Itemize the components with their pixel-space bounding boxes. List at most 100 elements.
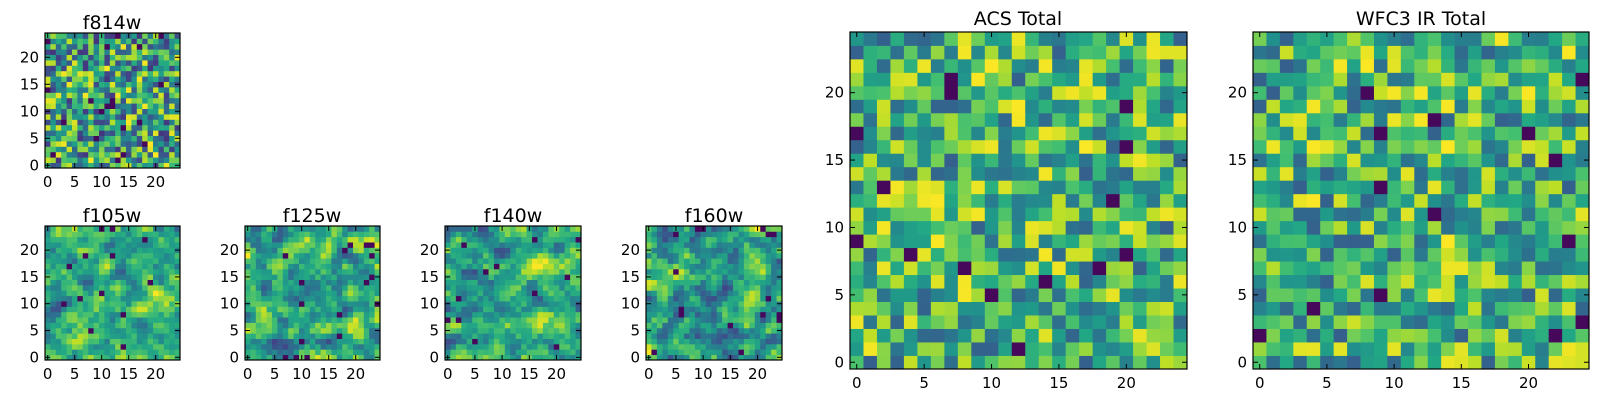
heatmap-cell <box>163 33 170 39</box>
heatmap-cell <box>315 226 321 232</box>
heatmap-cell <box>261 295 267 302</box>
heatmap-cell <box>72 60 78 66</box>
heatmap-cell <box>1160 301 1174 316</box>
heatmap-cell <box>738 290 745 297</box>
heatmap-cell <box>876 261 891 276</box>
heatmap-cell <box>1293 288 1308 302</box>
heatmap-cell <box>61 70 67 77</box>
heatmap-cell <box>526 268 533 275</box>
heatmap-cell <box>326 349 332 356</box>
heatmap-cell <box>61 311 67 318</box>
heatmap-cell <box>1333 32 1348 46</box>
heatmap-cell <box>45 333 51 339</box>
heatmap-cell <box>455 247 462 254</box>
heatmap-cell <box>499 231 506 238</box>
heatmap-cell <box>694 242 701 248</box>
heatmap-cell <box>1441 112 1455 127</box>
heatmap-cell <box>776 317 783 323</box>
heatmap-cell <box>499 258 506 264</box>
heatmap-cell <box>99 119 105 126</box>
heatmap-cell <box>548 349 555 356</box>
heatmap-cell <box>738 311 745 318</box>
heatmap-cell <box>1160 247 1174 262</box>
heatmap-cell <box>743 295 750 302</box>
heatmap-cell <box>1052 342 1067 356</box>
heatmap-cell <box>61 124 67 131</box>
heatmap-cell <box>1079 139 1094 154</box>
heatmap-cell <box>99 333 105 339</box>
heatmap-cell <box>1052 220 1067 235</box>
heatmap-cell <box>971 99 986 114</box>
heatmap-cell <box>564 327 571 334</box>
heatmap-cell <box>104 43 111 50</box>
heatmap-cell <box>342 284 348 291</box>
y-tick-label: 10 <box>420 295 439 313</box>
heatmap-cell <box>743 252 750 259</box>
heatmap-cell <box>930 247 945 262</box>
heatmap-cell <box>153 349 159 356</box>
heatmap-cell <box>353 301 359 307</box>
x-tick-label: 5 <box>671 365 681 383</box>
heatmap-cell <box>331 279 338 286</box>
heatmap-cell <box>1400 85 1415 100</box>
heatmap-cell <box>1320 274 1335 289</box>
heatmap-cell <box>136 263 143 270</box>
heatmap-cell <box>472 252 479 259</box>
heatmap-cell <box>358 322 365 329</box>
panel-title: f140w <box>484 205 543 227</box>
heatmap-cell <box>342 274 348 280</box>
heatmap-cell <box>760 231 767 238</box>
heatmap-cell <box>754 284 761 291</box>
heatmap-cell <box>353 258 359 264</box>
y-tick-label: 5 <box>834 286 844 304</box>
heatmap-cell <box>61 322 67 329</box>
heatmap-cell <box>136 124 143 131</box>
heatmap-cell <box>771 290 777 297</box>
heatmap-cell <box>984 288 999 302</box>
heatmap-cell <box>1387 247 1402 262</box>
x-tick-label: 20 <box>146 173 165 191</box>
heatmap-cell <box>532 322 538 329</box>
heatmap-cell <box>998 315 1013 329</box>
heatmap-cell <box>163 76 170 82</box>
heatmap-cell <box>136 65 143 72</box>
heatmap-cell <box>1427 288 1442 302</box>
heatmap-cell <box>957 274 972 289</box>
heatmap-cell <box>147 60 154 66</box>
heatmap-cell <box>483 268 489 275</box>
heatmap-cell <box>174 92 181 99</box>
heatmap-cell <box>1387 261 1402 276</box>
heatmap-cell <box>1279 207 1294 222</box>
heatmap-cell <box>88 43 94 50</box>
heatmap-cell <box>515 343 522 350</box>
heatmap-cell <box>1320 166 1335 181</box>
heatmap-cell <box>700 343 707 350</box>
heatmap-cell <box>678 231 685 238</box>
heatmap-cell <box>488 333 495 339</box>
heatmap-cell <box>1441 166 1455 181</box>
heatmap-cell <box>1494 288 1509 302</box>
heatmap-cell <box>136 258 143 264</box>
heatmap-cell <box>455 231 462 238</box>
axes-frame <box>44 225 181 361</box>
heatmap-cell <box>455 338 462 345</box>
heatmap-cell <box>722 263 728 270</box>
heatmap-cell <box>1306 58 1321 73</box>
heatmap-cell <box>749 268 756 275</box>
heatmap-cell <box>984 193 999 208</box>
heatmap-cell <box>293 343 300 350</box>
heatmap-cell <box>82 236 89 243</box>
heatmap-cell <box>711 284 718 291</box>
heatmap-cell <box>863 166 878 181</box>
heatmap-cell <box>82 43 89 50</box>
heatmap-cell <box>1320 153 1335 168</box>
heatmap-cell <box>115 92 121 99</box>
heatmap-cell <box>1575 247 1590 262</box>
heatmap-cell <box>77 97 84 104</box>
heatmap-cell <box>50 274 57 280</box>
heatmap-cell <box>957 193 972 208</box>
heatmap-cell <box>142 60 148 66</box>
heatmap-cell <box>957 126 972 141</box>
heatmap-cell <box>158 76 165 82</box>
